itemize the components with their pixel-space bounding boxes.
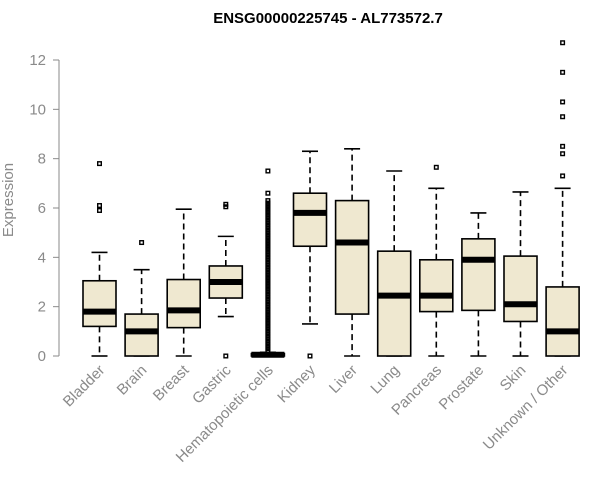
outlier-point <box>560 151 566 157</box>
outlier-point <box>96 203 102 209</box>
box-iqr <box>334 199 370 315</box>
y-tick-label: 6 <box>38 200 46 217</box>
x-tick-label: Prostate <box>436 362 488 414</box>
y-axis: 0 2 4 6 8 10 12 <box>29 52 60 365</box>
box-group <box>124 240 159 357</box>
outlier-point <box>139 240 145 246</box>
chart-title: ENSG00000225745 - AL773572.7 <box>213 10 443 27</box>
x-tick-label: Kidney <box>274 361 319 406</box>
box-group <box>166 208 201 357</box>
outlier-point <box>96 207 102 213</box>
box-iqr <box>545 286 580 357</box>
y-tick-label: 4 <box>38 249 46 266</box>
outlier-point <box>560 114 566 120</box>
outlier-point <box>223 353 229 359</box>
x-tick-label: Breast <box>150 361 193 404</box>
box-group <box>334 148 370 357</box>
box-iqr <box>166 278 201 329</box>
box-iqr <box>503 255 538 323</box>
outlier-point <box>433 164 439 170</box>
box-group <box>418 164 454 357</box>
box-group <box>82 161 117 357</box>
box-iqr <box>418 258 454 313</box>
box-group <box>292 150 328 359</box>
box-group <box>461 212 496 357</box>
x-tick-label: Lung <box>367 362 403 398</box>
y-tick-label: 10 <box>29 101 46 118</box>
box-group <box>208 201 244 359</box>
x-tick-label: Brain <box>114 362 151 399</box>
box-group <box>376 170 412 357</box>
outlier-point <box>265 198 271 204</box>
y-tick-label: 2 <box>38 299 46 316</box>
x-tick-label: Bladder <box>60 362 109 411</box>
x-tick-label: Liver <box>326 362 361 397</box>
outlier-point <box>560 69 566 75</box>
box-iqr <box>376 250 412 357</box>
box-iqr <box>292 192 328 248</box>
outlier-point <box>265 168 271 174</box>
box-iqr <box>124 313 159 357</box>
plot-area <box>82 40 580 359</box>
y-tick-label: 0 <box>38 348 46 365</box>
outlier-point <box>265 190 271 196</box>
outlier-point <box>560 99 566 105</box>
outlier-point <box>223 201 229 207</box>
outlier-point <box>307 353 313 359</box>
box-group <box>250 168 286 358</box>
y-axis-label: Expression <box>0 163 17 237</box>
box-group <box>545 40 580 357</box>
y-tick-label: 12 <box>29 52 46 69</box>
outlier-point <box>560 143 566 149</box>
outlier-point <box>560 40 566 46</box>
box-group <box>503 191 538 357</box>
x-tick-label: Skin <box>497 362 530 395</box>
outlier-point <box>96 161 102 167</box>
y-tick-label: 8 <box>38 151 46 168</box>
outlier-point <box>560 173 566 179</box>
box-iqr <box>461 238 496 312</box>
box-iqr <box>82 279 117 328</box>
